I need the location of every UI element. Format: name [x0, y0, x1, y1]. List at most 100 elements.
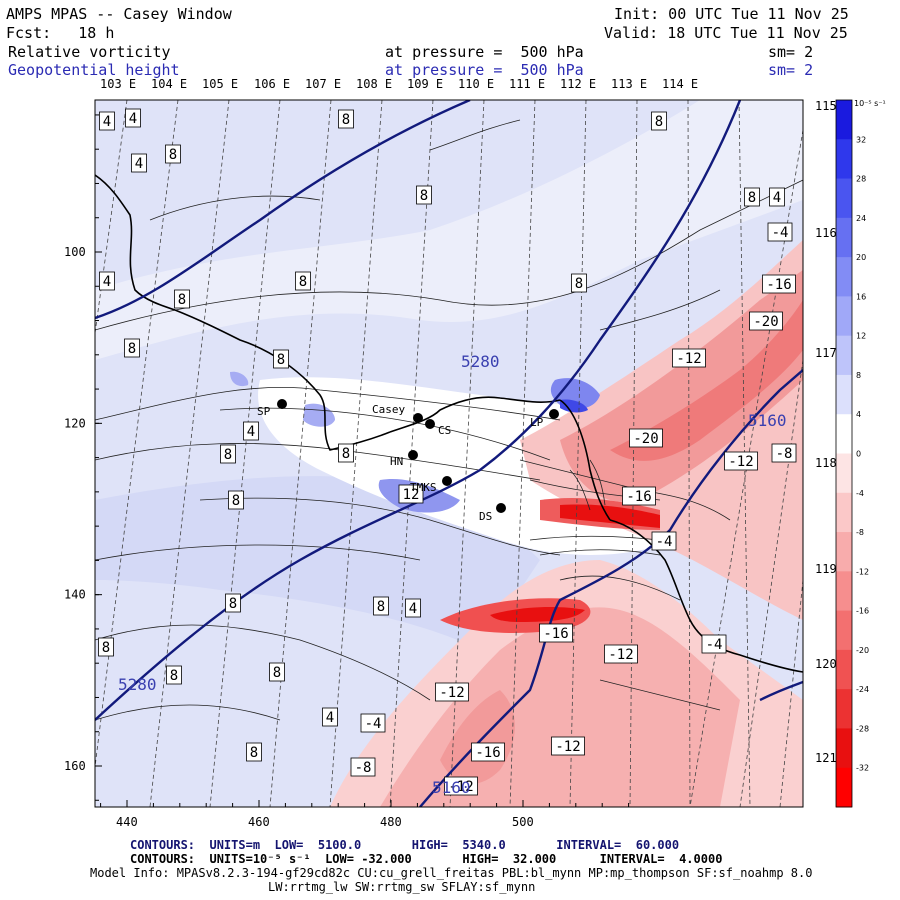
colorbar-tick-label: 0	[856, 450, 861, 459]
vorticity-label: 8	[277, 352, 285, 368]
colorbar-tick-label: -4	[856, 489, 864, 498]
vorticity-label: 8	[748, 190, 756, 206]
colorbar-swatch	[836, 649, 852, 690]
vorticity-label-box	[99, 271, 115, 291]
vorticity-label-box	[360, 713, 386, 733]
y-tick-label: 120	[64, 416, 86, 430]
y-tick-label: 140	[64, 588, 86, 602]
vorticity-label-box	[398, 484, 424, 504]
vorticity-label: -12	[676, 351, 701, 367]
vorticity-label-box	[604, 644, 638, 664]
vorticity-label: 8	[342, 112, 350, 128]
colorbar-unit: 10⁻⁵ s⁻¹	[854, 99, 886, 108]
colorbar-tick-label: -32	[856, 764, 869, 773]
station-label: Casey	[372, 403, 405, 416]
height-contour-label: 5160	[432, 778, 471, 797]
station-marker	[496, 503, 506, 513]
colorbar-swatch	[836, 178, 852, 219]
colorbar-tick-label: -12	[856, 567, 869, 576]
vorticity-label-box	[338, 109, 354, 129]
vorticity-label-box	[350, 757, 376, 777]
colorbar-swatch	[836, 217, 852, 258]
vorticity-label-box	[767, 222, 793, 242]
vorticity-label: -12	[555, 739, 580, 755]
vorticity-label: 4	[103, 114, 111, 130]
vorticity-label-box	[228, 490, 244, 510]
station-label: DS	[479, 510, 492, 523]
valid-time: Valid: 18 UTC Tue 11 Nov 25	[604, 24, 848, 42]
station-label: HN	[390, 455, 403, 468]
vorticity-label-box	[131, 153, 147, 173]
colorbar-tick-label: 24	[856, 214, 866, 223]
top-lon-label: 108 E	[356, 77, 392, 91]
colorbar-swatch	[836, 374, 852, 415]
colorbar-swatch	[836, 728, 852, 769]
vorticity-label: -4	[365, 716, 382, 732]
colorbar-swatch	[836, 453, 852, 494]
vorticity-label: 8	[299, 274, 307, 290]
app-title: AMPS MPAS -- Casey Window	[6, 5, 232, 23]
vorticity-label: -12	[439, 685, 464, 701]
colorbar-tick-label: 16	[856, 292, 866, 301]
vorticity-label: 8	[232, 493, 240, 509]
vorticity-label-box	[166, 665, 182, 685]
station-label: CS	[438, 424, 451, 437]
vorticity-label: -8	[776, 446, 793, 462]
x-tick-label: 460	[248, 815, 270, 829]
colorbar-tick-label: -16	[856, 607, 869, 616]
colorbar-tick-label: 32	[856, 135, 866, 144]
vorticity-label-box	[622, 486, 656, 506]
height-contour-info: CONTOURS: UNITS=m LOW= 5100.0 HIGH= 5340…	[130, 838, 680, 852]
height-contour-label: 5280	[118, 675, 157, 694]
vorticity-label-box	[444, 776, 478, 796]
station-marker	[442, 476, 452, 486]
vorticity-label-box	[273, 349, 289, 369]
vorticity-label: 8	[250, 745, 258, 761]
vorticity-label: 4	[247, 424, 255, 440]
vorticity-label: 8	[342, 446, 350, 462]
vorticity-label: -12	[448, 779, 473, 795]
colorbar: 32 28 24 20 16 12 8 4 0 -4 -8 -12 -16 -20 -24 -28 -32	[835, 99, 869, 808]
init-time: Init: 00 UTC Tue 11 Nov 25	[614, 5, 849, 23]
vorticity-label: 8	[273, 665, 281, 681]
vorticity-label-box	[571, 273, 587, 293]
top-lon-label: 109 E	[407, 77, 443, 91]
vorticity-label-box	[651, 531, 677, 551]
top-lon-label: 112 E	[560, 77, 596, 91]
vorticity-label: 4	[326, 710, 334, 726]
vorticity-label: -16	[543, 626, 568, 642]
vorticity-label: 12	[403, 487, 420, 503]
x-tick-label: 500	[512, 815, 534, 829]
station-marker	[425, 419, 435, 429]
field2-smoothing: sm= 2	[768, 61, 814, 79]
vorticity-label-box	[338, 443, 354, 463]
field1-name: Relative vorticity	[8, 43, 171, 61]
vorticity-label: 8	[178, 292, 186, 308]
top-lon-label: 104 E	[151, 77, 187, 91]
colorbar-swatch	[836, 571, 852, 612]
vorticity-label: -16	[475, 745, 500, 761]
model-info-physics: LW:rrtmg_lw SW:rrtmg_sw SFLAY:sf_mynn	[268, 880, 536, 894]
station-marker	[413, 413, 423, 423]
station-label: LP	[530, 416, 544, 429]
height-contour-label: 5280	[461, 352, 500, 371]
station-label: TMKS	[410, 481, 437, 494]
colorbar-swatch	[836, 610, 852, 651]
colorbar-swatch	[836, 414, 852, 454]
vorticity-label-box	[125, 108, 141, 128]
field2-name: Geopotential height	[8, 61, 180, 79]
vorticity-label: 4	[409, 601, 417, 617]
vorticity-label: -8	[355, 760, 372, 776]
top-lon-label: 114 E	[662, 77, 698, 91]
vorticity-label-box	[551, 736, 585, 756]
station-marker	[549, 409, 559, 419]
vorticity-label-box	[471, 742, 505, 762]
vorticity-label: 8	[655, 114, 663, 130]
colorbar-swatch	[836, 100, 852, 140]
vorticity-label: 8	[420, 188, 428, 204]
field1-level: at pressure = 500 hPa	[385, 43, 584, 61]
vorticity-label: -20	[633, 431, 658, 447]
colorbar-swatch	[836, 335, 852, 376]
vorticity-label-box	[246, 742, 262, 762]
vorticity-label: -12	[608, 647, 633, 663]
